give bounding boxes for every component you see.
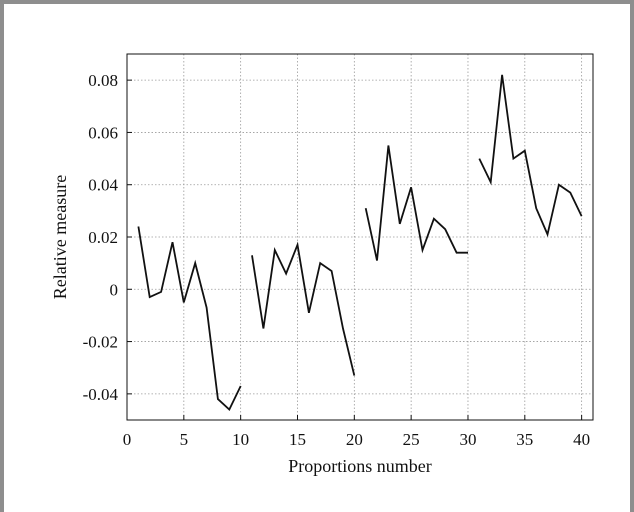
y-tick-label: -0.04 <box>83 385 119 404</box>
x-tick-label: 15 <box>289 430 306 449</box>
y-axis-title: Relative measure <box>50 175 70 299</box>
x-tick-label: 30 <box>459 430 476 449</box>
grid <box>127 54 593 420</box>
series-lines <box>137 74 583 411</box>
x-axis-title: Proportions number <box>288 456 432 476</box>
x-tick-labels: 0 5 10 15 20 25 30 35 40 <box>123 430 590 449</box>
y-tick-label: 0.02 <box>88 228 118 247</box>
x-tick-label: 20 <box>346 430 363 449</box>
y-tick-label: 0 <box>110 280 119 299</box>
series-line-2 <box>251 241 356 376</box>
y-tick-label: 0.08 <box>88 71 118 90</box>
x-tick-label: 40 <box>573 430 590 449</box>
x-tick-label: 5 <box>180 430 189 449</box>
x-tick-label: 25 <box>403 430 420 449</box>
y-tick-label: 0.06 <box>88 123 118 142</box>
y-tick-labels: -0.04 -0.02 0 0.02 0.04 0.06 0.08 <box>83 71 119 404</box>
series-line-3 <box>364 145 468 261</box>
series-line-1 <box>137 226 242 411</box>
series-line-4 <box>478 74 583 238</box>
y-tick-label: 0.04 <box>88 176 118 195</box>
x-tick-label: 0 <box>123 430 132 449</box>
x-tick-label: 10 <box>232 430 249 449</box>
y-tick-label: -0.02 <box>83 333 118 352</box>
x-tick-label: 35 <box>516 430 533 449</box>
axis-ticks <box>126 79 583 420</box>
